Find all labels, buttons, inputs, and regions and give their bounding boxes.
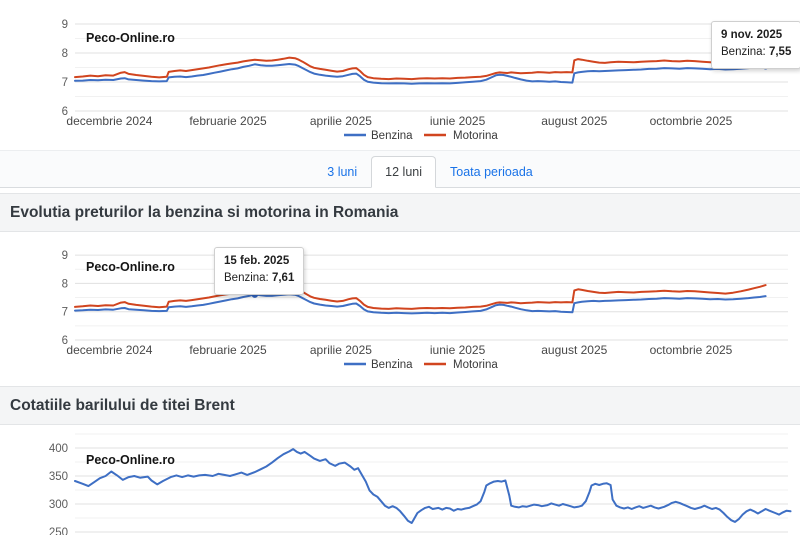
tab-toata-perioada[interactable]: Toata perioada	[450, 165, 533, 179]
tooltip-series-label: Benzina:	[224, 272, 269, 285]
y-axis-label: 250	[49, 527, 68, 535]
x-axis-label: august 2025	[541, 343, 607, 357]
brent-heading-band: Cotatiile barilului de titei Brent	[0, 386, 800, 425]
y-axis-label: 9	[62, 250, 68, 262]
x-axis-label: august 2025	[541, 114, 607, 128]
fuel-section-title: Evolutia preturilor la benzina si motori…	[10, 203, 399, 221]
watermark-brand: Peco-Online.ro	[86, 453, 175, 467]
period-tab-bar: 3 luni 12 luni Toata perioada	[0, 150, 800, 188]
brent-chart-section: 250 300 350 400 Peco-Online.ro	[0, 425, 800, 535]
y-axis-label: 300	[49, 499, 68, 511]
y-axis-label: 400	[49, 443, 68, 455]
tab-3-luni[interactable]: 3 luni	[327, 165, 358, 179]
legend-label-benzina: Benzina	[371, 359, 413, 371]
x-axis-label: februarie 2025	[189, 114, 267, 128]
period-tabs: 3 luni 12 luni Toata perioada	[313, 151, 546, 188]
tooltip-date: 9 nov. 2025	[721, 29, 783, 41]
x-axis-label: iunie 2025	[430, 343, 486, 357]
x-axis-label: aprilie 2025	[310, 114, 372, 128]
tooltip-date: 15 feb. 2025	[224, 255, 290, 267]
fuel-chart-section-top: 6 7 8 9 decembrie 2024 februarie 2025 aprilie …	[0, 0, 800, 150]
series-line-motorina	[74, 284, 767, 310]
series-line-benzina	[74, 63, 767, 85]
tooltip-value-row: Benzina: 7,55	[721, 44, 791, 61]
tab-12-luni[interactable]: 12 luni	[371, 156, 437, 188]
y-axis-label: 6	[62, 106, 68, 118]
y-axis-label: 8	[62, 48, 68, 60]
watermark-brand: Peco-Online.ro	[86, 31, 175, 45]
tooltip-value: 7,61	[271, 272, 295, 285]
x-axis-label: octombrie 2025	[650, 343, 733, 357]
brent-section-title: Cotatiile barilului de titei Brent	[10, 396, 235, 414]
y-axis-label: 9	[62, 19, 68, 31]
tooltip-series-label: Benzina:	[721, 46, 766, 59]
watermark-brand: Peco-Online.ro	[86, 260, 175, 274]
tooltip-value-row: Benzina: 7,61	[224, 270, 294, 287]
legend-label-motorina: Motorina	[453, 130, 498, 142]
brent-price-chart[interactable]: 250 300 350 400 Peco-Online.ro	[0, 425, 800, 535]
series-line-motorina	[74, 53, 767, 81]
series-line-benzina	[74, 293, 767, 315]
price-tooltip: 9 nov. 2025 Benzina: 7,55	[711, 21, 800, 69]
legend-label-benzina: Benzina	[371, 130, 413, 142]
y-axis-label: 7	[62, 307, 68, 319]
x-axis-label: iunie 2025	[430, 114, 486, 128]
tooltip-value: 7,55	[768, 46, 792, 59]
x-axis-label: aprilie 2025	[310, 343, 372, 357]
x-axis-label: octombrie 2025	[650, 114, 733, 128]
y-axis-label: 7	[62, 77, 68, 89]
x-axis-label: februarie 2025	[189, 343, 267, 357]
y-axis-label: 8	[62, 278, 68, 290]
fuel-chart-section-main: 6 7 8 9 decembrie 2024 februarie 2025 aprilie …	[0, 232, 800, 382]
fuel-price-chart-top[interactable]: 6 7 8 9 decembrie 2024 februarie 2025 aprilie …	[0, 0, 800, 150]
price-tooltip: 15 feb. 2025 Benzina: 7,61	[214, 247, 305, 295]
y-axis-label: 6	[62, 335, 68, 347]
legend-label-motorina: Motorina	[453, 359, 498, 371]
y-axis-label: 350	[49, 471, 68, 483]
x-axis-label: decembrie 2024	[66, 114, 152, 128]
fuel-heading-band: Evolutia preturilor la benzina si motori…	[0, 193, 800, 232]
x-axis-label: decembrie 2024	[66, 343, 152, 357]
series-line-brent	[74, 448, 792, 524]
fuel-price-chart-main[interactable]: 6 7 8 9 decembrie 2024 februarie 2025 aprilie …	[0, 232, 800, 382]
